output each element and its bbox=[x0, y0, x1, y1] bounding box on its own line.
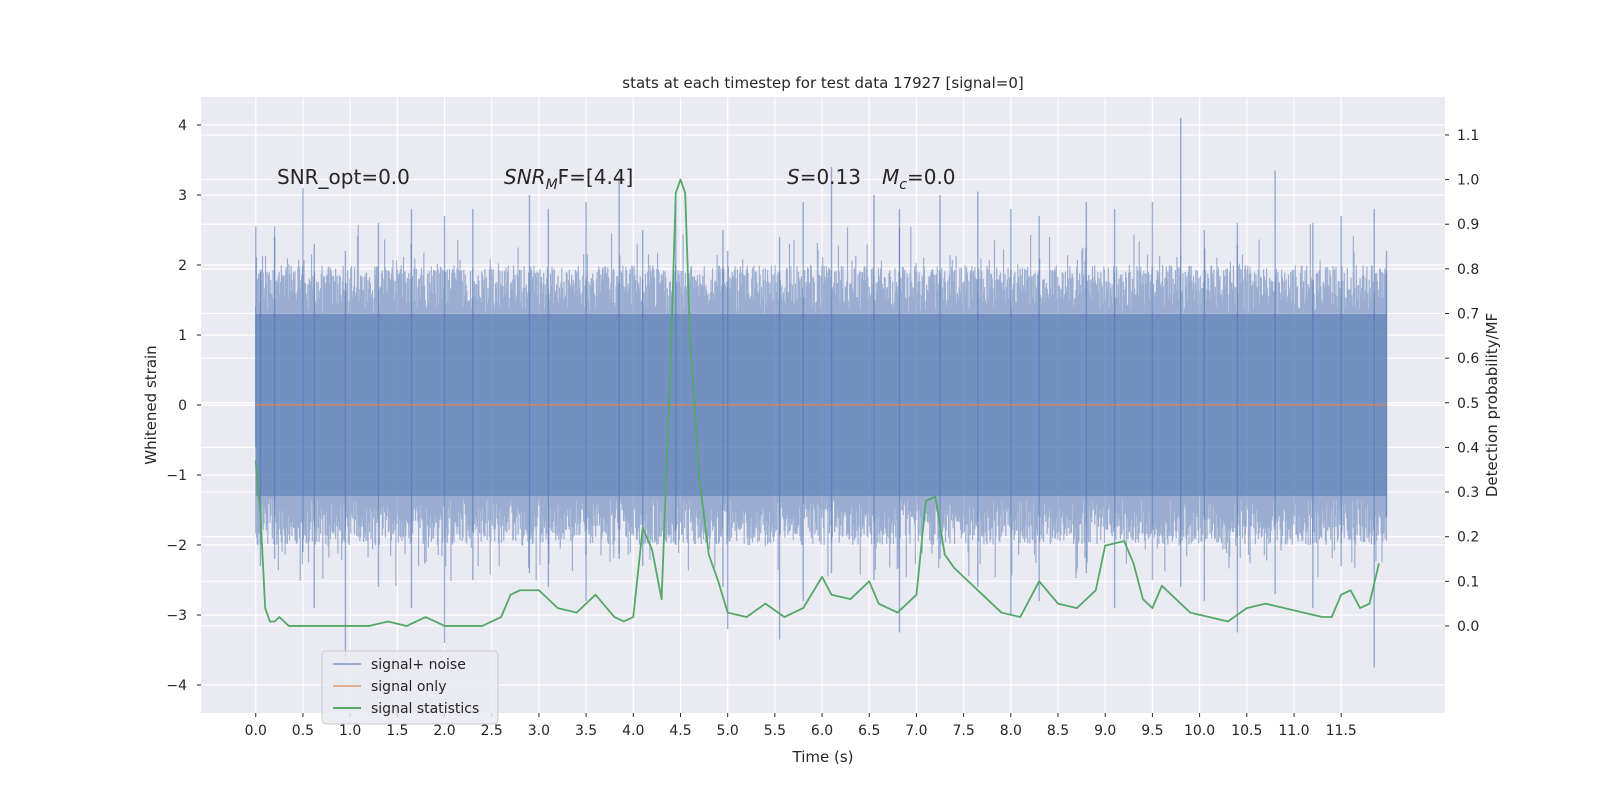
x-tick-label-18: 9.0 bbox=[1094, 723, 1116, 739]
x-tick-label-15: 7.5 bbox=[953, 723, 975, 739]
y2-tick-label-10: 0.1 bbox=[1457, 574, 1479, 590]
y2-tick-label-4: 0.7 bbox=[1457, 306, 1479, 322]
annotation-s-var: S bbox=[787, 165, 800, 189]
x-tick-label-13: 6.5 bbox=[858, 723, 880, 739]
x-tick-label-8: 4.0 bbox=[622, 723, 644, 739]
chart-title: stats at each timestep for test data 179… bbox=[622, 74, 1023, 92]
y-tick-label-1: 3 bbox=[178, 188, 187, 204]
y2-tick-label-3: 0.8 bbox=[1457, 262, 1479, 278]
y2-axis-ticks: 1.1 1.0 0.9 0.8 0.7 0.6 0.5 0.4 0.3 0.2 0.1 0.0 bbox=[1445, 128, 1479, 635]
x-tick-label-21: 10.5 bbox=[1231, 723, 1262, 739]
annotation-mc-var: M bbox=[882, 165, 899, 189]
x-tick-label-5: 2.5 bbox=[481, 723, 503, 739]
x-tick-label-6: 3.0 bbox=[528, 723, 550, 739]
annotation-s: S=0.13 bbox=[787, 165, 861, 189]
y-tick-label-4: 0 bbox=[178, 398, 187, 414]
annotation-mc-rest: =0.0 bbox=[907, 165, 956, 189]
x-tick-label-17: 8.5 bbox=[1047, 723, 1069, 739]
y2-tick-label-11: 0.0 bbox=[1457, 619, 1479, 635]
legend: signal+ noise signal only signal statist… bbox=[321, 650, 499, 725]
y-axis-ticks: 4 3 2 1 0 −1 −2 −3 −4 bbox=[166, 118, 201, 694]
x-tick-label-3: 1.5 bbox=[386, 723, 408, 739]
x-tick-label-1: 0.5 bbox=[292, 723, 314, 739]
x-tick-label-7: 3.5 bbox=[575, 723, 597, 739]
annotation-snr-mf-sub: M bbox=[546, 177, 558, 193]
y-tick-label-0: 4 bbox=[178, 118, 187, 134]
annotation-snr-mf-main: SNR bbox=[504, 165, 546, 189]
y2-tick-label-8: 0.3 bbox=[1457, 485, 1479, 501]
x-tick-label-19: 9.5 bbox=[1141, 723, 1163, 739]
annotation-snr-opt: SNR_opt=0.0 bbox=[277, 165, 410, 189]
y2-axis-label: Detection probability/MF bbox=[1483, 313, 1501, 497]
annotation-snr-mf: SNRMF=[4.4] bbox=[504, 165, 633, 193]
series-signal-statistics bbox=[254, 178, 1380, 627]
annotation-mc: Mc=0.0 bbox=[882, 165, 956, 193]
x-tick-label-10: 5.0 bbox=[717, 723, 739, 739]
legend-label-signal-statistics: signal statistics bbox=[371, 701, 479, 717]
legend-label-signal-only: signal only bbox=[371, 679, 446, 695]
y-tick-label-6: −2 bbox=[166, 538, 187, 554]
y-axis-label: Whitened strain bbox=[142, 345, 160, 464]
x-axis-ticks: 0.0 0.5 1.0 1.5 2.0 2.5 3.0 3.5 4.0 4.5 5.0 5.5 6.0 6… bbox=[245, 713, 1357, 739]
legend-box bbox=[321, 650, 499, 725]
y2-tick-label-5: 0.6 bbox=[1457, 351, 1479, 367]
y-tick-label-7: −3 bbox=[166, 608, 187, 624]
annotation-s-rest: =0.13 bbox=[800, 165, 861, 189]
y2-tick-label-1: 1.0 bbox=[1457, 173, 1479, 189]
x-tick-label-22: 11.0 bbox=[1278, 723, 1309, 739]
legend-label-signal-noise: signal+ noise bbox=[371, 657, 466, 673]
x-tick-label-20: 10.0 bbox=[1184, 723, 1215, 739]
x-tick-label-9: 4.5 bbox=[669, 723, 691, 739]
x-tick-label-12: 6.0 bbox=[811, 723, 833, 739]
x-tick-label-16: 8.0 bbox=[1000, 723, 1022, 739]
y2-tick-label-6: 0.5 bbox=[1457, 396, 1479, 412]
signal-statistics-line bbox=[254, 178, 1380, 627]
y2-tick-label-2: 0.9 bbox=[1457, 217, 1479, 233]
y-tick-label-3: 1 bbox=[178, 328, 187, 344]
annotation-snr-mf-rest: F=[4.4] bbox=[558, 165, 634, 189]
y2-tick-label-7: 0.4 bbox=[1457, 440, 1479, 456]
y2-tick-label-0: 1.1 bbox=[1457, 128, 1479, 144]
x-tick-label-23: 11.5 bbox=[1326, 723, 1357, 739]
x-tick-label-2: 1.0 bbox=[339, 723, 361, 739]
x-tick-label-4: 2.0 bbox=[433, 723, 455, 739]
annotation-mc-sub: c bbox=[899, 177, 907, 193]
x-tick-label-11: 5.5 bbox=[764, 723, 786, 739]
y-tick-label-8: −4 bbox=[166, 678, 187, 694]
y-tick-label-2: 2 bbox=[178, 258, 187, 274]
x-tick-label-0: 0.0 bbox=[245, 723, 267, 739]
x-axis-label: Time (s) bbox=[792, 748, 854, 766]
y2-tick-label-9: 0.2 bbox=[1457, 530, 1479, 546]
y-tick-label-5: −1 bbox=[166, 468, 187, 484]
x-tick-label-14: 7.0 bbox=[905, 723, 927, 739]
